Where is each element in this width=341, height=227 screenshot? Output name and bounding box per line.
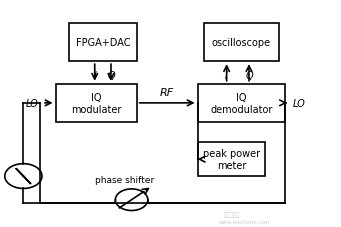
- Text: oscilloscope: oscilloscope: [212, 38, 271, 48]
- Text: FPGA+DAC: FPGA+DAC: [76, 38, 130, 48]
- Text: RF: RF: [160, 87, 174, 97]
- Text: IQ
modulater: IQ modulater: [71, 93, 121, 114]
- Text: IQ
demodulator: IQ demodulator: [210, 93, 273, 114]
- Text: I: I: [225, 70, 228, 80]
- Text: peak power
meter: peak power meter: [203, 149, 260, 170]
- FancyBboxPatch shape: [69, 24, 137, 62]
- Text: Q: Q: [245, 70, 253, 80]
- Text: www.elecfans.com: www.elecfans.com: [219, 219, 271, 224]
- Text: Q: Q: [107, 70, 115, 80]
- Text: 电子发烧友: 电子发烧友: [223, 212, 239, 217]
- Text: LO: LO: [26, 99, 38, 108]
- Text: LO: LO: [293, 99, 306, 108]
- FancyBboxPatch shape: [197, 84, 285, 123]
- Text: phase shifter: phase shifter: [95, 176, 154, 185]
- FancyBboxPatch shape: [197, 143, 265, 176]
- FancyBboxPatch shape: [56, 84, 137, 123]
- Text: I: I: [93, 70, 96, 80]
- FancyBboxPatch shape: [204, 24, 279, 62]
